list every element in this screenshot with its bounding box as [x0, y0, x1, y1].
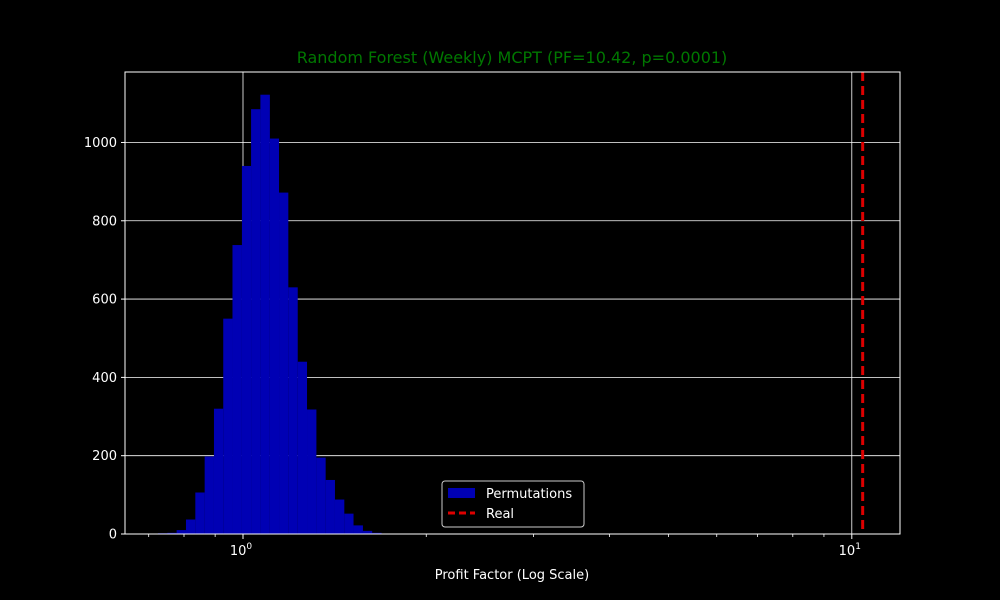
chart-title: Random Forest (Weekly) MCPT (PF=10.42, p… [297, 48, 728, 67]
axes: 0 200 400 600 800 1000 100 101 [84, 136, 861, 559]
histogram-bar [279, 192, 289, 534]
legend-box [441, 480, 585, 528]
histogram-bar [251, 109, 261, 534]
histogram-bar [334, 499, 345, 534]
histogram-bar [167, 532, 177, 534]
x-axis-label: Profit Factor (Log Scale) [435, 568, 589, 583]
y-tick-label: 800 [92, 214, 117, 229]
histogram-bar [213, 408, 224, 534]
histogram-bar [269, 138, 280, 534]
histogram-bar [362, 530, 373, 534]
histogram-bar [307, 409, 317, 534]
legend-swatch-permutations [448, 488, 475, 498]
histogram-bar [344, 513, 354, 534]
histogram-bar [232, 245, 242, 534]
y-tick-label: 1000 [84, 136, 117, 151]
histogram-bar [185, 519, 196, 534]
histogram-bar [297, 361, 308, 534]
legend-label-permutations: Permutations [486, 487, 572, 502]
histogram-bar [372, 532, 382, 534]
histogram-bar [204, 456, 214, 534]
histogram-bar [241, 165, 252, 534]
histogram-bar [325, 479, 335, 534]
histogram-bar [260, 94, 270, 535]
y-tick-label: 0 [109, 528, 117, 543]
y-tick-label: 400 [92, 371, 117, 386]
legend-label-real: Real [486, 507, 514, 522]
histogram-bar [353, 525, 363, 534]
histogram-bar [195, 492, 205, 534]
y-tick-label: 600 [92, 293, 117, 308]
y-tick-label: 200 [92, 449, 117, 464]
legend: Permutations Real [441, 480, 585, 528]
histogram-bar [176, 530, 186, 534]
x-tick-label: 100 [230, 542, 253, 559]
histogram-bar [316, 457, 326, 534]
plot-frame [124, 71, 901, 535]
histogram-bar [223, 318, 233, 534]
histogram-bars [148, 94, 391, 535]
x-tick-label: 101 [839, 542, 861, 559]
histogram-bar [288, 287, 298, 534]
